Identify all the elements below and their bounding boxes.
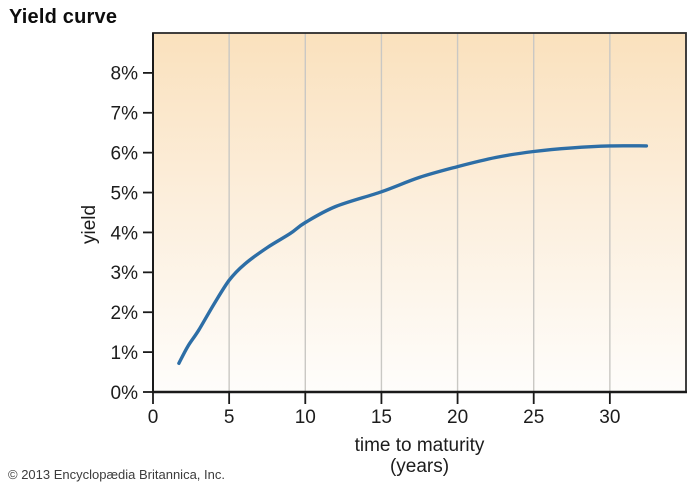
x-tick-label-10: 10 [295, 407, 316, 428]
x-axis-title-unit: (years) [390, 456, 449, 477]
x-tick-label-0: 0 [148, 407, 159, 428]
x-tick-label-5: 5 [224, 407, 235, 428]
copyright-text: © 2013 Encyclopædia Britannica, Inc. [8, 467, 225, 482]
yield-curve-line [177, 144, 649, 365]
y-axis-title: yield [79, 205, 100, 244]
y-tick-label-0: 0% [111, 383, 139, 404]
y-tick-label-7: 7% [111, 104, 139, 125]
x-tick-label-20: 20 [447, 407, 468, 428]
x-axis-title: time to maturity [355, 435, 485, 456]
y-tick-label-8: 8% [111, 64, 139, 85]
plot-background [153, 33, 686, 392]
page-title: Yield curve [9, 6, 118, 28]
y-tick-label-1: 1% [111, 343, 139, 364]
y-tick-label-4: 4% [111, 223, 139, 244]
x-tick-label-25: 25 [523, 407, 544, 428]
x-tick-label-30: 30 [599, 407, 620, 428]
y-tick-label-2: 2% [111, 303, 139, 324]
y-tick-label-6: 6% [111, 144, 139, 165]
x-tick-label-15: 15 [371, 407, 392, 428]
y-tick-label-5: 5% [111, 183, 139, 204]
y-tick-label-3: 3% [111, 263, 139, 284]
